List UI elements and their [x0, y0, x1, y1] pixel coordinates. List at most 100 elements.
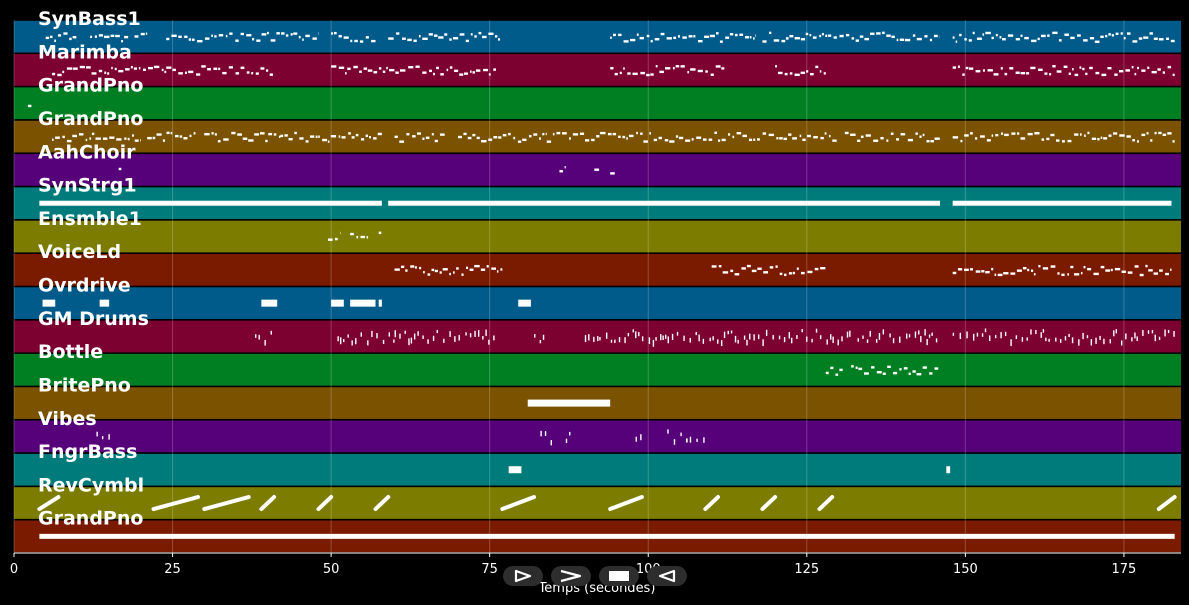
- note: [1119, 134, 1125, 137]
- note: [627, 72, 631, 75]
- drum-hit: [1167, 329, 1170, 334]
- backward-button[interactable]: [647, 566, 687, 586]
- note: [69, 37, 72, 41]
- note: [407, 38, 412, 42]
- x-tick-label: 0: [10, 562, 18, 577]
- note: [622, 135, 626, 139]
- note: [835, 373, 839, 376]
- stop-button[interactable]: [599, 566, 639, 586]
- drum-hit: [837, 339, 839, 346]
- note: [360, 235, 365, 239]
- note: [859, 35, 864, 38]
- drum-hit: [830, 334, 832, 340]
- note: [255, 72, 259, 75]
- note: [488, 73, 491, 76]
- note: [1082, 67, 1085, 71]
- note: [124, 137, 127, 140]
- play-outline-icon: [514, 569, 532, 583]
- note: [427, 273, 431, 276]
- note: [1103, 137, 1108, 140]
- note: [164, 70, 167, 74]
- drum-hit: [399, 333, 401, 339]
- note: [1114, 267, 1121, 271]
- note: [378, 231, 382, 234]
- note: [845, 33, 850, 37]
- note: [431, 268, 435, 272]
- note: [568, 137, 571, 140]
- drum-hit: [393, 339, 395, 343]
- drum-hit: [449, 331, 451, 337]
- note: [675, 135, 679, 138]
- note: [1044, 72, 1048, 75]
- drum-hit: [371, 330, 373, 338]
- note: [1038, 68, 1043, 72]
- note: [623, 67, 625, 70]
- note: [691, 138, 694, 141]
- note: [330, 135, 337, 138]
- note: [359, 40, 364, 43]
- note: [964, 134, 969, 137]
- note: [27, 104, 32, 108]
- x-tick-label: 50: [323, 562, 340, 577]
- drum-hit: [673, 439, 676, 445]
- note: [832, 139, 837, 142]
- note: [428, 33, 433, 36]
- note: [855, 366, 858, 369]
- note: [855, 39, 859, 42]
- note: [1137, 140, 1139, 143]
- note: [162, 139, 165, 142]
- note: [800, 71, 806, 75]
- note: [66, 67, 73, 70]
- note: [72, 134, 77, 138]
- note: [439, 271, 442, 274]
- note: [1100, 265, 1105, 269]
- note: [166, 131, 170, 135]
- note: [1070, 36, 1075, 40]
- note: [1020, 34, 1023, 37]
- note: [896, 138, 900, 141]
- note: [207, 68, 211, 71]
- drum-hit: [757, 334, 760, 340]
- note: [261, 33, 267, 36]
- drum-hit: [662, 335, 664, 341]
- drum-hit: [1059, 339, 1062, 343]
- note: [396, 32, 400, 35]
- note: [1110, 268, 1113, 272]
- note: [338, 135, 341, 138]
- note: [118, 167, 122, 171]
- track-label: AahChoir: [38, 141, 136, 163]
- note: [1134, 265, 1139, 268]
- drum-hit: [605, 332, 608, 339]
- note: [1041, 34, 1046, 38]
- note: [444, 33, 448, 36]
- cymbal-sweep: [817, 495, 835, 512]
- drum-hit: [1095, 337, 1097, 344]
- drum-hit: [355, 338, 357, 345]
- play-button[interactable]: [503, 566, 543, 586]
- note: [276, 32, 280, 35]
- cymbal-sweep: [37, 495, 61, 512]
- forward-button[interactable]: [551, 566, 591, 586]
- drum-hit: [1099, 335, 1101, 340]
- note: [896, 38, 899, 42]
- track-lane: [14, 220, 1181, 253]
- note: [1015, 37, 1020, 41]
- note: [690, 68, 696, 71]
- note: [498, 136, 502, 139]
- note: [965, 66, 969, 70]
- drum-hit: [1042, 329, 1045, 333]
- note: [413, 39, 417, 42]
- note: [820, 266, 826, 270]
- note: [1085, 72, 1088, 76]
- note: [1063, 65, 1068, 68]
- drum-hit: [101, 436, 104, 440]
- note: [438, 36, 444, 39]
- note: [124, 35, 129, 39]
- note: [886, 139, 889, 142]
- note: [1132, 40, 1138, 43]
- note: [294, 131, 297, 135]
- note: [280, 134, 284, 138]
- note: [1147, 66, 1150, 69]
- x-tick-label: 25: [164, 562, 181, 577]
- note: [1047, 34, 1050, 37]
